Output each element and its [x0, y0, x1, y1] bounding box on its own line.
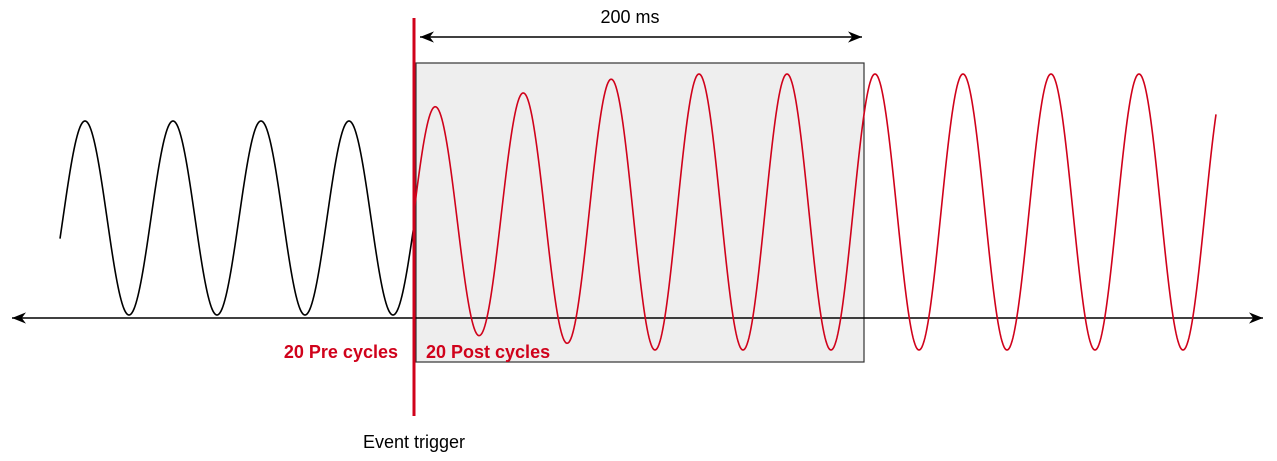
pre-trigger-wave	[59, 120, 415, 316]
capture-window	[415, 62, 865, 363]
post-trigger-wave	[413, 73, 1217, 351]
window-label: 200 ms	[600, 7, 659, 27]
pre-label: 20 Pre cycles	[284, 342, 398, 362]
post-label: 20 Post cycles	[426, 342, 550, 362]
trigger-label: Event trigger	[363, 432, 465, 452]
